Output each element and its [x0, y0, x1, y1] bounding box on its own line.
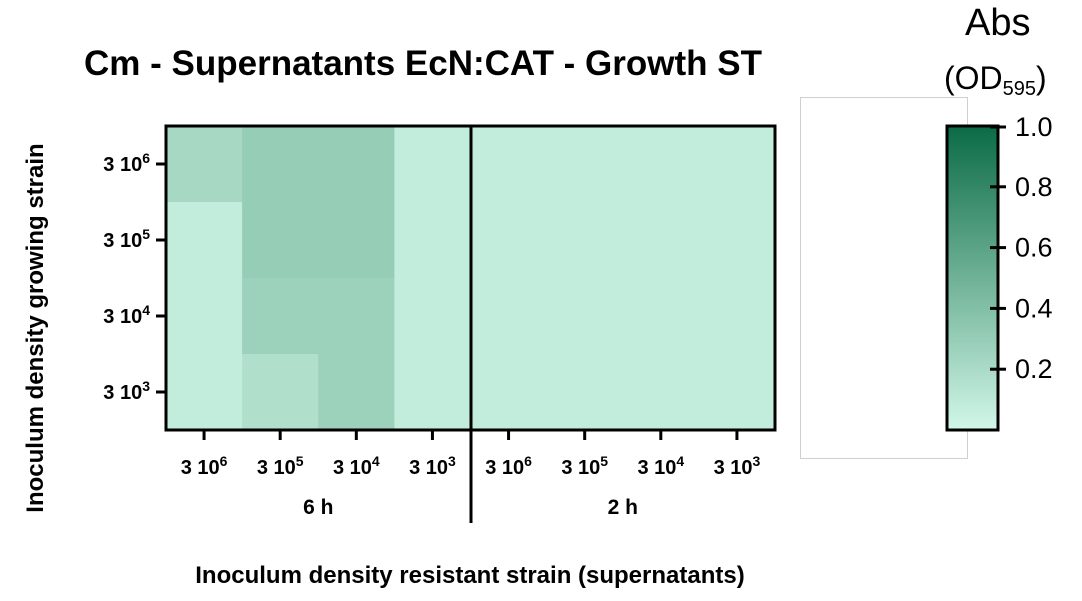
heatmap-cell [242, 278, 319, 355]
heatmap-cell [470, 278, 548, 355]
heatmap-cell [698, 126, 776, 203]
heatmap-cell [166, 126, 243, 203]
heatmap-cell [318, 202, 395, 279]
heatmap-cell [242, 202, 319, 279]
x-tick-label: 3 104 [333, 453, 380, 479]
heatmap-cell [470, 354, 548, 431]
x-tick-label: 3 103 [409, 453, 456, 479]
y-axis-title: Inoculum density growing strain [22, 143, 49, 512]
heatmap-cell [166, 354, 243, 431]
axis-labels: 3 106 3 105 3 104 3 103 3 106 3 105 3 104 3 103… [103, 150, 760, 519]
x-group-label: 2 h [608, 496, 638, 519]
heatmap-cell [166, 278, 243, 355]
x-tick-label: 3 106 [485, 453, 532, 479]
heatmap-cell [166, 202, 243, 279]
colorbar-unit: (OD595) [944, 60, 1047, 101]
heatmap-cell [698, 202, 776, 279]
heatmap-cell [394, 126, 472, 203]
heatmap-cell [470, 202, 548, 279]
colorbar-tick-label: 0.8 [1015, 172, 1053, 202]
colorbar-title: Abs [965, 2, 1031, 44]
heatmap-cell [546, 202, 624, 279]
x-tick-label: 3 105 [257, 453, 304, 479]
heatmap-cell [394, 202, 472, 279]
heatmap-cell [318, 126, 395, 203]
colorbar-unit-base: (OD [944, 60, 1003, 96]
x-tick-label: 3 104 [637, 453, 684, 479]
heatmap-cell [698, 354, 776, 431]
x-group-label: 6 h [303, 496, 333, 519]
y-tick-label: 3 104 [103, 302, 150, 328]
heatmap-cell [394, 278, 472, 355]
y-tick-label: 3 105 [103, 226, 150, 252]
heatmap-cell [546, 278, 624, 355]
colorbar-tick-label: 1.0 [1015, 112, 1053, 142]
heatmap-cell [394, 354, 472, 431]
heatmap-cells [166, 126, 776, 431]
x-tick-label: 3 105 [561, 453, 608, 479]
x-axis-title: Inoculum density resistant strain (super… [195, 562, 744, 589]
heatmap-cell [242, 354, 319, 431]
colorbar-unit-close: ) [1036, 60, 1047, 96]
heatmap-cell [470, 126, 548, 203]
colorbar [945, 124, 1000, 432]
heatmap-cell [622, 126, 700, 203]
y-tick-label: 3 106 [103, 150, 150, 176]
axis-ticks [156, 162, 739, 440]
heatmap-cell [622, 278, 700, 355]
colorbar-unit-sub: 595 [1002, 78, 1037, 100]
x-tick-label: 3 103 [714, 453, 761, 479]
colorbar-tick-label: 0.2 [1015, 354, 1053, 384]
colorbar-ticks: 1.0 0.8 0.6 0.4 0.2 [990, 112, 1053, 384]
y-tick-label: 3 103 [103, 378, 150, 404]
heatmap-cell [622, 202, 700, 279]
x-tick-label: 3 106 [181, 453, 228, 479]
colorbar-tick-label: 0.6 [1015, 233, 1053, 263]
chart-title: Cm - Supernatants EcN:CAT - Growth ST [84, 44, 762, 83]
heatmap-cell [318, 354, 395, 431]
heatmap-cell [546, 126, 624, 203]
heatmap-cell [318, 278, 395, 355]
heatmap-cell [242, 126, 319, 203]
heatmap-cell [622, 354, 700, 431]
heatmap-cell [546, 354, 624, 431]
heatmap-cell [698, 278, 776, 355]
colorbar-tick-label: 0.4 [1015, 293, 1053, 323]
